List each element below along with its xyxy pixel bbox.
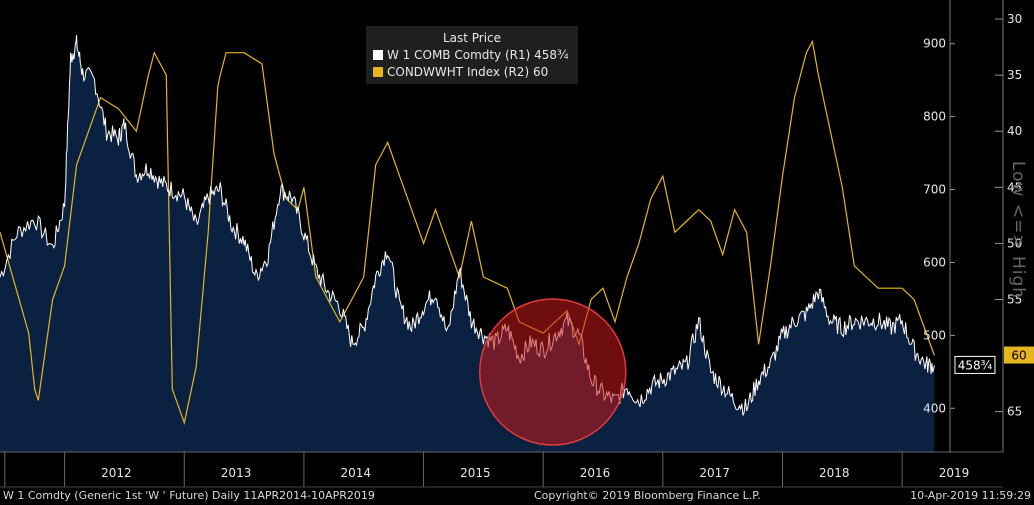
legend-label: W 1 COMB Comdty (R1) 458¾ — [387, 48, 569, 62]
r2-axis-tick-label: 30 — [1007, 12, 1022, 26]
x-axis-tick-label: 2015 — [460, 466, 491, 480]
r2-axis-tick-label: 55 — [1007, 292, 1022, 306]
x-axis-tick-label: 2017 — [699, 466, 730, 480]
price-area-fill — [0, 35, 935, 452]
last-value-tag-r1-label: 458¾ — [958, 358, 993, 372]
x-axis-tick-label: 2012 — [101, 466, 132, 480]
last-value-tags: 458¾ 60 — [954, 346, 1034, 374]
legend-entry-index: CONDWWHT Index (R2) 60 — [373, 65, 548, 79]
x-axis-tick-label: 2014 — [340, 466, 371, 480]
legend-label: CONDWWHT Index (R2) 60 — [387, 65, 549, 79]
x-axis-tick-label: 2013 — [221, 466, 252, 480]
x-axis-tick-label: 2016 — [580, 466, 611, 480]
legend-swatch-yellow — [373, 67, 383, 77]
highlight-circle — [479, 298, 627, 446]
last-value-tag-r2 — [1004, 346, 1034, 364]
plot-area — [0, 35, 935, 452]
footer-center: Copyright© 2019 Bloomberg Finance L.P. — [534, 489, 761, 502]
r1-axis-tick-label: 600 — [923, 255, 946, 269]
right-axis-r2: 30 35 40 45 50 55 65 — [995, 0, 1022, 452]
footer-left: W 1 Comdty (Generic 1st 'W ' Future) Dai… — [3, 489, 375, 502]
r2-axis-tick-label: 40 — [1007, 124, 1022, 138]
legend-swatch-white — [373, 50, 383, 60]
r1-axis-tick-label: 800 — [923, 110, 946, 124]
r1-axis-tick-label: 500 — [923, 328, 946, 342]
side-label: Low <=> High — [1003, 150, 1033, 310]
last-value-tag-r2-label: 60 — [1011, 349, 1026, 363]
x-axis-tick-label: 2019 — [939, 466, 970, 480]
r2-axis-tick-label: 45 — [1007, 180, 1022, 194]
wheat-price-line — [0, 35, 935, 416]
legend: Last Price W 1 COMB Comdty (R1) 458¾ CON… — [366, 26, 578, 84]
right-axis-r1: 400 500 600 700 800 900 — [923, 0, 955, 452]
last-value-tag-r1 — [954, 355, 996, 374]
r1-axis-tick-label: 400 — [923, 401, 946, 415]
footer-right: 10-Apr-2019 11:59:29 — [910, 489, 1031, 502]
x-axis: 2012 2013 2014 2015 2016 2017 2018 2019 — [0, 451, 1003, 488]
legend-title: Last Price — [442, 31, 502, 45]
r2-axis-tick-label: 65 — [1007, 405, 1022, 419]
r1-axis-tick-label: 900 — [923, 37, 946, 51]
legend-entry-price: W 1 COMB Comdty (R1) 458¾ — [373, 48, 569, 62]
r2-axis-tick-label: 35 — [1007, 68, 1022, 82]
r1-axis-tick-label: 700 — [923, 183, 946, 197]
side-label-text: Low <=> High — [1008, 160, 1028, 300]
x-axis-tick-label: 2018 — [819, 466, 850, 480]
condwwht-index-line — [0, 39, 935, 425]
r2-axis-tick-label: 50 — [1007, 236, 1022, 250]
